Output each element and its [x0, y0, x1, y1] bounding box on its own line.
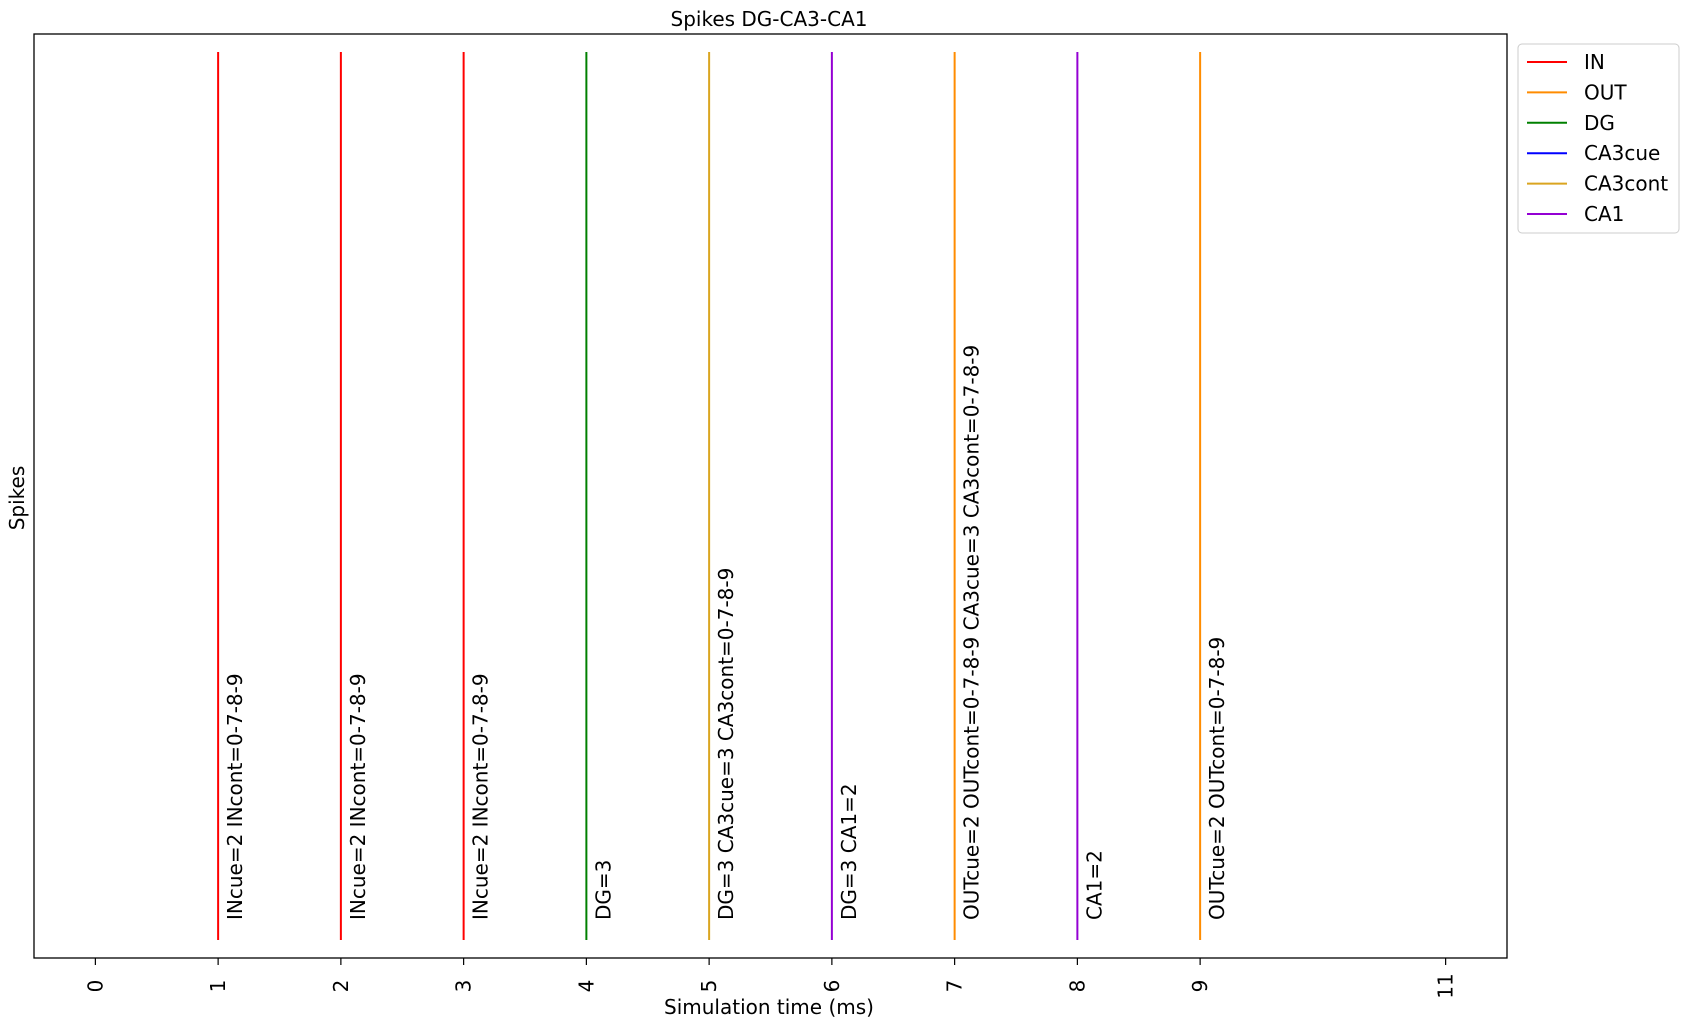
spike-annotation-2: INcue=2 INcont=0-7-8-9: [346, 673, 370, 920]
x-tick-label-7: 7: [943, 980, 967, 993]
legend-label-in: IN: [1584, 50, 1605, 74]
plot-area: [33, 33, 1508, 959]
x-axis-label: Simulation time (ms): [664, 995, 874, 1018]
spike-annotation-5: DG=3 CA3cue=3 CA3cont=0-7-8-9: [714, 568, 738, 920]
legend-box: [1517, 43, 1680, 234]
spike-annotation-6: DG=3 CA1=2: [837, 783, 861, 920]
x-tick-label-0: 0: [83, 980, 107, 993]
x-axis-ticks: 0 1 2 3 4 5 6 7 8 9 11: [83, 958, 1458, 999]
legend-label-ca3cue: CA3cue: [1584, 141, 1660, 165]
spike-annotation-3: INcue=2 INcont=0-7-8-9: [469, 673, 493, 920]
legend-entries: IN OUT DG CA3cue CA3cont CA1: [1527, 50, 1668, 226]
legend-label-ca1: CA1: [1584, 202, 1624, 226]
spike-annotation-1: INcue=2 INcont=0-7-8-9: [223, 673, 247, 920]
legend-label-out: OUT: [1584, 80, 1627, 104]
x-tick-label-4: 4: [574, 980, 598, 993]
chart-title: Spikes DG-CA3-CA1: [671, 7, 868, 31]
x-tick-label-3: 3: [452, 980, 476, 993]
x-tick-label-5: 5: [697, 980, 721, 993]
x-tick-label-8: 8: [1065, 980, 1089, 993]
x-tick-label-2: 2: [329, 980, 353, 993]
x-tick-label-9: 9: [1188, 980, 1212, 993]
spike-annotation-8: CA1=2: [1082, 850, 1106, 920]
spike-annotation-4: DG=3: [591, 860, 615, 920]
spike-annotation-9: OUTcue=2 OUTcont=0-7-8-9: [1205, 637, 1229, 920]
legend-label-ca3cont: CA3cont: [1584, 172, 1668, 196]
x-tick-label-6: 6: [820, 980, 844, 993]
event-lines: INcue=2 INcont=0-7-8-9 INcue=2 INcont=0-7…: [217, 52, 1229, 940]
y-axis-label: Spikes: [5, 466, 29, 531]
x-tick-label-11: 11: [1434, 973, 1458, 998]
legend-label-dg: DG: [1584, 111, 1615, 135]
x-tick-label-1: 1: [206, 980, 230, 993]
spike-annotation-7: OUTcue=2 OUTcont=0-7-8-9 CA3cue=3 CA3con…: [960, 345, 984, 920]
legend: IN OUT DG CA3cue CA3cont CA1: [1517, 43, 1680, 234]
